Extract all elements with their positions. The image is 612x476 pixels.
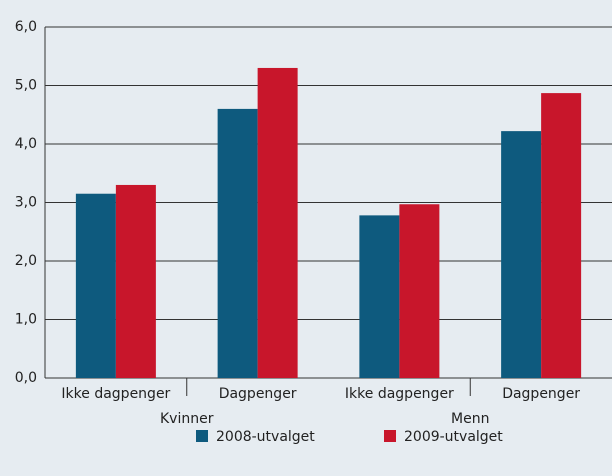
y-tick-label: 3,0 xyxy=(15,195,37,211)
legend-label: 2008-utvalget xyxy=(216,429,315,445)
bar xyxy=(359,215,400,378)
bar xyxy=(399,204,440,378)
x-tick-label: Ikke dagpenger xyxy=(61,386,170,402)
x-tick-label: Dagpenger xyxy=(502,386,580,402)
bar xyxy=(115,184,156,378)
y-tick-label: 2,0 xyxy=(15,253,37,269)
bar xyxy=(541,93,582,378)
y-tick-label: 4,0 xyxy=(15,136,37,152)
bar xyxy=(217,108,258,379)
y-tick-label: 0,0 xyxy=(15,370,37,386)
y-tick-label: 5,0 xyxy=(15,78,37,94)
y-tick-label: 1,0 xyxy=(15,312,37,328)
group-label: Menn xyxy=(451,411,489,427)
x-tick-label: Ikke dagpenger xyxy=(345,386,454,402)
legend-swatch xyxy=(384,430,396,442)
legend-label: 2009-utvalget xyxy=(404,429,503,445)
x-tick-label: Dagpenger xyxy=(219,386,297,402)
bar xyxy=(75,193,116,378)
y-tick-label: 6,0 xyxy=(15,19,37,35)
legend-swatch xyxy=(196,430,208,442)
group-label: Kvinner xyxy=(160,411,214,427)
bar xyxy=(257,67,298,378)
bar xyxy=(501,131,542,378)
